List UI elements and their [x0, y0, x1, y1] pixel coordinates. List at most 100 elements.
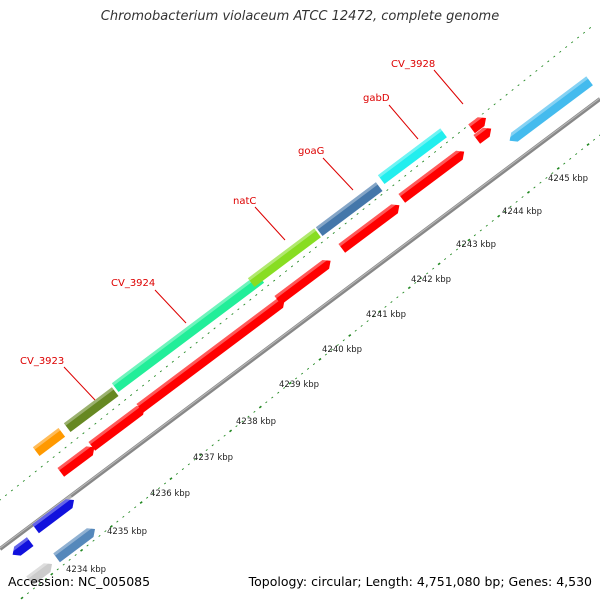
tick-mark	[223, 434, 226, 437]
tick-mark	[581, 148, 584, 151]
tick-mark	[82, 432, 85, 435]
feature-body	[136, 298, 285, 413]
tick-mark	[50, 572, 54, 576]
feature-shine	[468, 113, 485, 127]
tick-mark	[539, 181, 542, 184]
scale-label-4239: 4239 kbp	[279, 380, 319, 390]
feature-body	[473, 127, 492, 144]
tick-mark	[556, 166, 560, 170]
feature-body	[509, 76, 593, 142]
feature-red-2	[88, 402, 145, 451]
tick-mark	[588, 27, 592, 29]
tick-mark	[141, 384, 145, 387]
tick-mark	[356, 212, 359, 215]
tick-mark	[571, 41, 574, 44]
leader-line	[388, 104, 419, 140]
tick-mark	[136, 389, 139, 392]
gene-labels: CV_3923 CV_3924 natC goaG gabD CV_3928	[20, 59, 435, 367]
tick-mark	[457, 131, 460, 134]
tick-mark	[211, 444, 214, 447]
tick-mark	[366, 320, 369, 323]
tick-mark	[372, 315, 375, 318]
feature-red-1	[57, 442, 95, 477]
tick-mark	[241, 420, 244, 423]
tick-mark	[253, 410, 256, 413]
backbone-stroke	[0, 97, 600, 551]
tick-mark	[139, 501, 143, 504]
scale-label-4236: 4236 kbp	[150, 489, 190, 499]
feature-body	[247, 228, 321, 288]
feature-CV_3923	[63, 387, 119, 433]
tick-mark	[28, 475, 31, 478]
feature-shine	[398, 147, 463, 197]
scale-label-4245: 4245 kbp	[548, 174, 588, 184]
tick-mark	[124, 398, 127, 401]
feature-sky	[506, 76, 593, 142]
tick-mark	[360, 324, 363, 327]
tick-mark	[398, 179, 401, 182]
tick-mark	[314, 246, 317, 249]
tick-mark	[109, 524, 113, 528]
tick-mark	[354, 329, 357, 332]
tick-mark	[439, 146, 443, 149]
tick-mark	[64, 446, 67, 449]
tick-mark	[368, 203, 371, 206]
gene-label-natc: natC	[233, 196, 256, 207]
feature-shine	[88, 402, 144, 445]
tick-mark	[455, 248, 459, 251]
tick-mark	[551, 172, 554, 175]
tick-mark	[76, 437, 79, 439]
tick-mark	[300, 372, 304, 375]
tick-mark	[533, 186, 536, 189]
tick-mark	[16, 484, 19, 487]
tick-mark	[330, 348, 333, 351]
tick-mark	[70, 441, 73, 444]
tick-mark	[332, 232, 335, 234]
tick-mark	[390, 301, 393, 304]
tick-mark	[563, 162, 566, 165]
feature-body	[377, 128, 447, 185]
gene-label-cv3928: CV_3928	[391, 59, 435, 70]
tick-mark	[213, 327, 216, 330]
leader-line	[63, 366, 96, 401]
topology-label: Topology: circular; Length: 4,751,080 bp…	[248, 574, 592, 589]
tick-mark	[350, 217, 353, 220]
tick-mark	[20, 596, 24, 600]
tick-mark	[565, 46, 568, 49]
tick-mark	[62, 563, 65, 566]
tick-mark	[426, 272, 429, 275]
tick-mark	[509, 205, 512, 208]
tick-mark	[207, 332, 210, 335]
scale-label-4234: 4234 kbp	[66, 565, 106, 575]
feature-body	[398, 150, 465, 203]
tick-mark	[290, 265, 294, 268]
tick-mark	[159, 370, 162, 373]
tick-mark	[279, 274, 282, 277]
tick-mark	[308, 251, 311, 254]
tick-mark	[26, 592, 30, 595]
tick-mark	[517, 84, 520, 87]
tick-mark	[386, 189, 389, 192]
feature-red-4	[274, 256, 331, 305]
tick-mark	[288, 381, 292, 385]
backbone-highlight	[0, 97, 600, 549]
tick-mark	[201, 336, 204, 339]
feature-shine	[111, 273, 260, 386]
scale-label-4243: 4243 kbp	[456, 240, 496, 250]
tick-mark	[295, 377, 298, 380]
feature-body	[32, 499, 74, 534]
tick-mark	[529, 74, 532, 77]
tick-mark	[461, 243, 465, 246]
feature-track	[9, 76, 593, 586]
leader-line	[254, 206, 286, 241]
feature-shine	[377, 128, 443, 178]
scale-label-4242: 4242 kbp	[411, 275, 451, 285]
tick-mark	[146, 496, 149, 499]
label-leader-lines	[63, 69, 464, 401]
feature-body	[88, 405, 145, 451]
tick-mark	[94, 422, 97, 425]
tick-mark	[157, 487, 161, 490]
feature-red-7	[473, 124, 492, 144]
tick-mark	[553, 55, 556, 58]
